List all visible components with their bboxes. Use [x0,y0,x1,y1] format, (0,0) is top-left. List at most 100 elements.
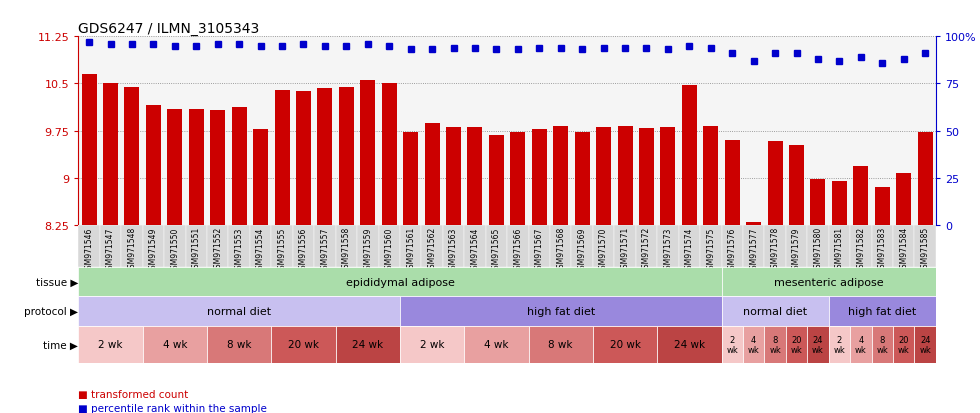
Text: 8
wk: 8 wk [876,335,888,354]
Text: 20
wk: 20 wk [898,335,909,354]
Bar [78,297,400,326]
Text: GSM971581: GSM971581 [835,227,844,273]
Bar [914,225,936,267]
Bar [296,92,311,225]
Text: GSM971578: GSM971578 [770,227,780,273]
Bar [293,225,315,267]
Text: GSM971564: GSM971564 [470,227,479,273]
Bar [704,126,718,225]
Bar [335,326,400,363]
Bar [231,108,247,225]
Text: high fat diet: high fat diet [526,306,595,316]
Text: GSM971574: GSM971574 [685,227,694,273]
Bar [253,129,269,225]
Text: normal diet: normal diet [743,306,808,316]
Text: protocol ▶: protocol ▶ [24,306,78,316]
Text: GSM971558: GSM971558 [342,227,351,273]
Bar [207,225,228,267]
Text: GSM971560: GSM971560 [385,227,394,273]
Bar [661,128,675,225]
Text: GSM971546: GSM971546 [84,227,94,273]
Text: 2
wk: 2 wk [834,335,846,354]
Text: 2 wk: 2 wk [419,339,444,350]
Bar [682,86,697,225]
Bar [721,297,829,326]
Text: GSM971547: GSM971547 [106,227,115,273]
Bar [486,225,508,267]
Bar [917,133,933,225]
Bar [339,88,354,225]
Text: GSM971548: GSM971548 [127,227,136,273]
Text: 24 wk: 24 wk [352,339,383,350]
Text: tissue ▶: tissue ▶ [35,277,78,287]
Bar [829,297,936,326]
Bar [810,180,825,225]
Text: GDS6247 / ILMN_3105343: GDS6247 / ILMN_3105343 [78,22,260,36]
Text: time ▶: time ▶ [43,339,78,350]
Bar [914,326,936,363]
Text: GSM971554: GSM971554 [256,227,266,273]
Bar [746,222,761,225]
Bar [489,136,504,225]
Bar [764,225,786,267]
Bar [143,326,207,363]
Text: GSM971551: GSM971551 [192,227,201,273]
Bar [103,84,118,225]
Bar [315,225,335,267]
Bar [465,326,528,363]
Bar [658,225,678,267]
Text: GSM971570: GSM971570 [599,227,609,273]
Bar [871,225,893,267]
Bar [400,225,421,267]
Text: ■ transformed count: ■ transformed count [78,389,188,399]
Bar [382,84,397,225]
Text: GSM971576: GSM971576 [728,227,737,273]
Text: 24
wk: 24 wk [919,335,931,354]
Bar [871,326,893,363]
Bar [78,267,721,297]
Text: GSM971550: GSM971550 [171,227,179,273]
Text: 24
wk: 24 wk [812,335,824,354]
Bar [614,225,636,267]
Text: GSM971555: GSM971555 [277,227,286,273]
Text: GSM971575: GSM971575 [707,227,715,273]
Bar [318,89,332,225]
Bar [228,225,250,267]
Bar [764,326,786,363]
Text: GSM971583: GSM971583 [878,227,887,273]
Text: GSM971566: GSM971566 [514,227,522,273]
Bar [211,111,225,225]
Bar [789,146,804,225]
Bar [207,326,271,363]
Bar [508,225,528,267]
Text: GSM971569: GSM971569 [577,227,587,273]
Bar [78,326,143,363]
Text: GSM971579: GSM971579 [792,227,801,273]
Bar [678,225,700,267]
Bar [743,225,764,267]
Text: GSM971556: GSM971556 [299,227,308,273]
Text: mesenteric adipose: mesenteric adipose [774,277,884,287]
Text: GSM971584: GSM971584 [900,227,908,273]
Bar [467,128,482,225]
Text: GSM971563: GSM971563 [449,227,458,273]
Bar [596,128,612,225]
Bar [81,75,97,225]
Text: GSM971568: GSM971568 [557,227,565,273]
Text: 4
wk: 4 wk [855,335,866,354]
Bar [743,326,764,363]
Bar [850,225,871,267]
Bar [786,225,808,267]
Bar [721,326,743,363]
Bar [250,225,271,267]
Bar [854,167,868,225]
Bar [400,297,721,326]
Bar [511,133,525,225]
Bar [554,127,568,225]
Bar [100,225,122,267]
Bar [189,109,204,225]
Bar [893,326,914,363]
Text: GSM971549: GSM971549 [149,227,158,273]
Bar [421,225,443,267]
Bar [465,225,486,267]
